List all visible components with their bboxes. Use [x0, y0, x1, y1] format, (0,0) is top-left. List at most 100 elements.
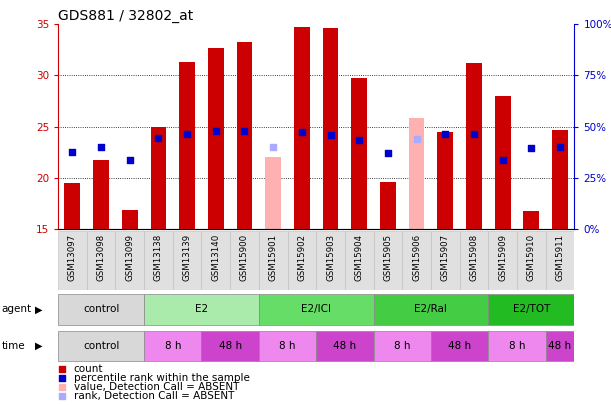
Point	[354, 136, 364, 143]
Bar	[488, 294, 574, 325]
Point	[527, 145, 536, 151]
Bar	[179, 62, 195, 229]
Text: E2/Ral: E2/Ral	[414, 305, 447, 314]
Bar	[236, 42, 252, 229]
Bar	[431, 330, 488, 361]
Point	[555, 144, 565, 150]
Text: E2/TOT: E2/TOT	[513, 305, 550, 314]
Text: GSM15910: GSM15910	[527, 234, 536, 281]
Bar	[230, 231, 259, 290]
Text: GSM13138: GSM13138	[154, 234, 163, 281]
Bar	[259, 231, 288, 290]
Text: E2: E2	[195, 305, 208, 314]
Text: GSM15903: GSM15903	[326, 234, 335, 281]
Point	[125, 157, 134, 164]
Text: GSM15900: GSM15900	[240, 234, 249, 281]
Text: 8 h: 8 h	[394, 341, 411, 351]
Point	[67, 149, 77, 156]
Bar	[466, 63, 482, 229]
Text: 8 h: 8 h	[509, 341, 525, 351]
Bar	[345, 231, 373, 290]
Point	[441, 130, 450, 137]
Bar	[208, 48, 224, 229]
Text: GSM13140: GSM13140	[211, 234, 221, 281]
Text: 48 h: 48 h	[549, 341, 571, 351]
Bar	[58, 330, 144, 361]
Text: GSM13097: GSM13097	[68, 234, 77, 281]
Bar	[488, 330, 546, 361]
Text: GSM15901: GSM15901	[269, 234, 277, 281]
Bar	[150, 126, 166, 229]
Text: 8 h: 8 h	[164, 341, 181, 351]
Text: count: count	[73, 364, 103, 374]
Bar	[288, 231, 316, 290]
Point	[57, 393, 67, 400]
Bar	[294, 28, 310, 229]
Text: GSM15911: GSM15911	[555, 234, 565, 281]
Bar	[58, 294, 144, 325]
Bar	[144, 231, 173, 290]
Text: GSM15909: GSM15909	[498, 234, 507, 281]
Bar	[373, 294, 488, 325]
Text: GSM15902: GSM15902	[298, 234, 306, 281]
Bar	[546, 231, 574, 290]
Text: control: control	[83, 341, 119, 351]
Text: 48 h: 48 h	[448, 341, 471, 351]
Bar	[517, 231, 546, 290]
Text: control: control	[83, 305, 119, 314]
Text: GSM15908: GSM15908	[469, 234, 478, 281]
Text: GSM15906: GSM15906	[412, 234, 421, 281]
Bar	[524, 211, 539, 229]
Bar	[58, 231, 87, 290]
Bar	[351, 79, 367, 229]
Bar	[316, 231, 345, 290]
Text: 48 h: 48 h	[334, 341, 356, 351]
Bar	[259, 294, 373, 325]
Bar	[459, 231, 488, 290]
Bar	[373, 330, 431, 361]
Bar	[202, 231, 230, 290]
Text: ▶: ▶	[35, 341, 42, 351]
Text: 8 h: 8 h	[279, 341, 296, 351]
Bar	[546, 330, 574, 361]
Bar	[115, 231, 144, 290]
Point	[326, 132, 335, 138]
Point	[412, 136, 422, 142]
Bar	[87, 231, 115, 290]
Bar	[202, 330, 259, 361]
Bar	[431, 231, 459, 290]
Text: value, Detection Call = ABSENT: value, Detection Call = ABSENT	[73, 382, 239, 392]
Point	[96, 144, 106, 150]
Bar	[437, 132, 453, 229]
Bar	[495, 96, 511, 229]
Point	[57, 384, 67, 390]
Bar	[402, 231, 431, 290]
Point	[268, 144, 278, 150]
Point	[182, 130, 192, 137]
Text: agent: agent	[1, 305, 31, 314]
Point	[153, 134, 163, 141]
Bar	[93, 160, 109, 229]
Text: GDS881 / 32802_at: GDS881 / 32802_at	[58, 9, 193, 23]
Text: E2/ICI: E2/ICI	[301, 305, 331, 314]
Point	[469, 130, 479, 137]
Text: GSM15904: GSM15904	[355, 234, 364, 281]
Text: GSM13099: GSM13099	[125, 234, 134, 281]
Bar	[65, 183, 80, 229]
Bar	[409, 118, 425, 229]
Bar	[552, 130, 568, 229]
Text: rank, Detection Call = ABSENT: rank, Detection Call = ABSENT	[73, 391, 234, 401]
Point	[211, 128, 221, 134]
Bar	[122, 211, 137, 229]
Text: GSM13098: GSM13098	[97, 234, 106, 281]
Point	[240, 128, 249, 134]
Bar	[265, 157, 281, 229]
Bar	[259, 330, 316, 361]
Text: GSM15907: GSM15907	[441, 234, 450, 281]
Text: time: time	[1, 341, 25, 351]
Bar	[488, 231, 517, 290]
Text: 48 h: 48 h	[219, 341, 242, 351]
Point	[383, 150, 393, 156]
Bar	[173, 231, 202, 290]
Bar	[316, 330, 373, 361]
